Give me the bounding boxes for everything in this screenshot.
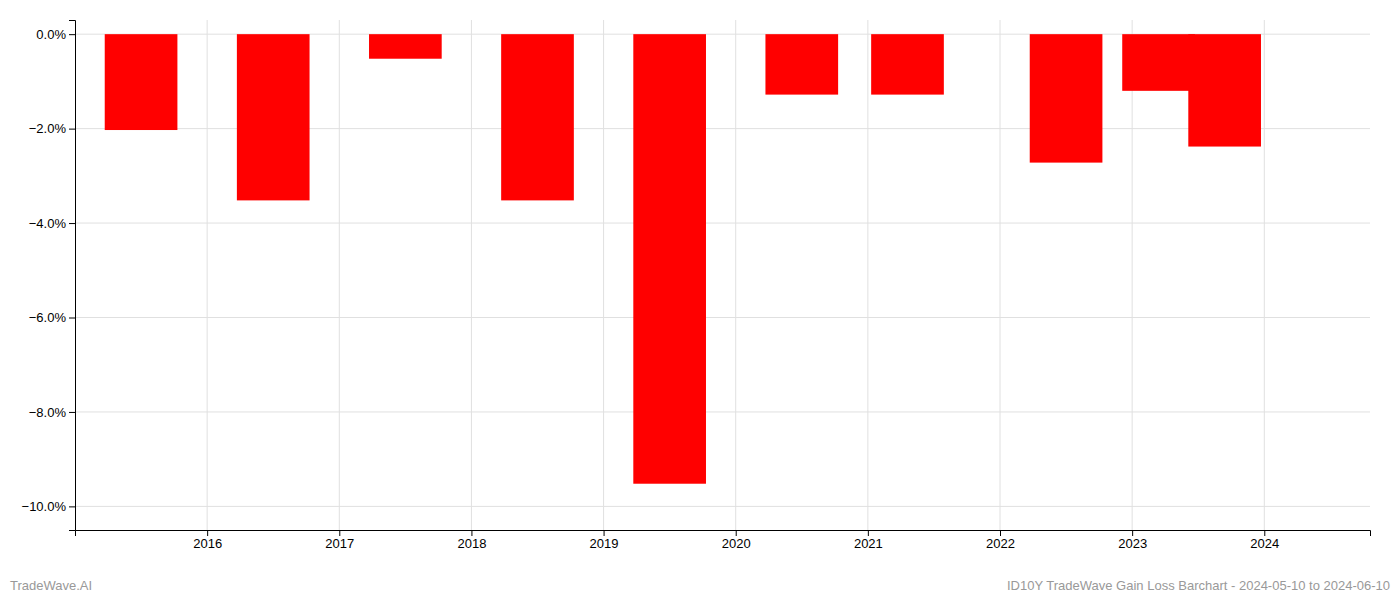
x-grid-line (735, 20, 736, 530)
annotation: ID10Y TradeWave Gain Loss Barchart - 202… (1007, 578, 1390, 593)
y-tick-label: −4.0% (29, 216, 67, 231)
grid (75, 20, 1370, 530)
x-tick-mark (1132, 530, 1133, 536)
y-grid-line (75, 223, 1370, 224)
y-axis: 0.0% −2.0% −4.0% −6.0% −8.0% −10.0% (22, 21, 76, 531)
chart: 0.0%−2.0%−4.0%−6.0%−8.0%−10.0%2016201720… (0, 0, 1400, 600)
x-tick: 2024 (1250, 530, 1279, 551)
x-grid-line (1000, 20, 1001, 530)
bars (105, 34, 1261, 484)
y-tick-mark (69, 34, 75, 35)
x-tick-label: 2022 (986, 536, 1015, 551)
y-tick-mark (69, 412, 75, 413)
x-grid-line (603, 20, 604, 530)
bar (105, 34, 178, 130)
annotation: TradeWave.AI (10, 578, 92, 593)
x-tick-mark (1264, 530, 1265, 536)
y-tick-label: −6.0% (29, 310, 67, 325)
x-tick-label: 2018 (457, 536, 486, 551)
x-grid-line (207, 20, 208, 530)
bar (501, 34, 574, 200)
x-tick-label: 2023 (1118, 536, 1147, 551)
y-tick-mark (69, 506, 75, 507)
bar (369, 34, 442, 59)
x-tick: 2021 (854, 530, 883, 551)
y-tick-label: 0.0% (36, 27, 66, 42)
y-grid-line (75, 506, 1370, 507)
x-tick-label: 2024 (1250, 536, 1279, 551)
x-grid-line (339, 20, 340, 530)
bar (1030, 34, 1103, 162)
y-tick: −10.0% (22, 499, 75, 514)
y-tick: −4.0% (29, 216, 75, 231)
bar (1188, 34, 1261, 146)
bar (765, 34, 838, 94)
x-tick-label: 2020 (722, 536, 751, 551)
x-grid-line (867, 20, 868, 530)
x-axis-line (76, 531, 1371, 537)
x-tick: 2020 (722, 530, 751, 551)
y-grid-line (75, 317, 1370, 318)
y-tick: −6.0% (29, 310, 75, 325)
y-tick-mark (69, 129, 75, 130)
y-tick-mark (69, 223, 75, 224)
x-tick: 2022 (986, 530, 1015, 551)
x-tick: 2023 (1118, 530, 1147, 551)
x-tick: 2016 (193, 530, 222, 551)
y-tick-label: −10.0% (22, 499, 67, 514)
y-tick: 0.0% (36, 27, 75, 42)
x-tick-mark (207, 530, 208, 536)
x-axis: 2016 2017 2018 2019 2020 2021 2022 2023 2024 (76, 530, 1371, 551)
bar (237, 34, 310, 200)
x-tick-mark (868, 530, 869, 536)
x-tick: 2019 (590, 530, 619, 551)
x-tick-mark (339, 530, 340, 536)
y-tick: −2.0% (29, 121, 75, 136)
y-tick: −8.0% (29, 405, 75, 420)
x-tick-label: 2019 (590, 536, 619, 551)
x-tick-mark (604, 530, 605, 536)
x-tick-mark (471, 530, 472, 536)
x-tick-label: 2016 (193, 536, 222, 551)
x-grid-line (1132, 20, 1133, 530)
x-tick-label: 2017 (325, 536, 354, 551)
bar (871, 34, 944, 94)
x-tick-mark (1000, 530, 1001, 536)
y-grid-line (75, 411, 1370, 412)
plot: 0.0%−2.0%−4.0%−6.0%−8.0%−10.0%2016201720… (22, 20, 1371, 551)
x-tick-label: 2021 (854, 536, 883, 551)
y-axis-line (69, 21, 76, 531)
y-tick-label: −2.0% (29, 121, 67, 136)
bar (1122, 34, 1195, 91)
y-tick-label: −8.0% (29, 405, 67, 420)
x-tick-mark (736, 530, 737, 536)
x-grid-line (471, 20, 472, 530)
bar (633, 34, 706, 484)
x-tick: 2018 (457, 530, 486, 551)
y-tick-mark (69, 318, 75, 319)
x-grid-line (1264, 20, 1265, 530)
x-tick: 2017 (325, 530, 354, 551)
